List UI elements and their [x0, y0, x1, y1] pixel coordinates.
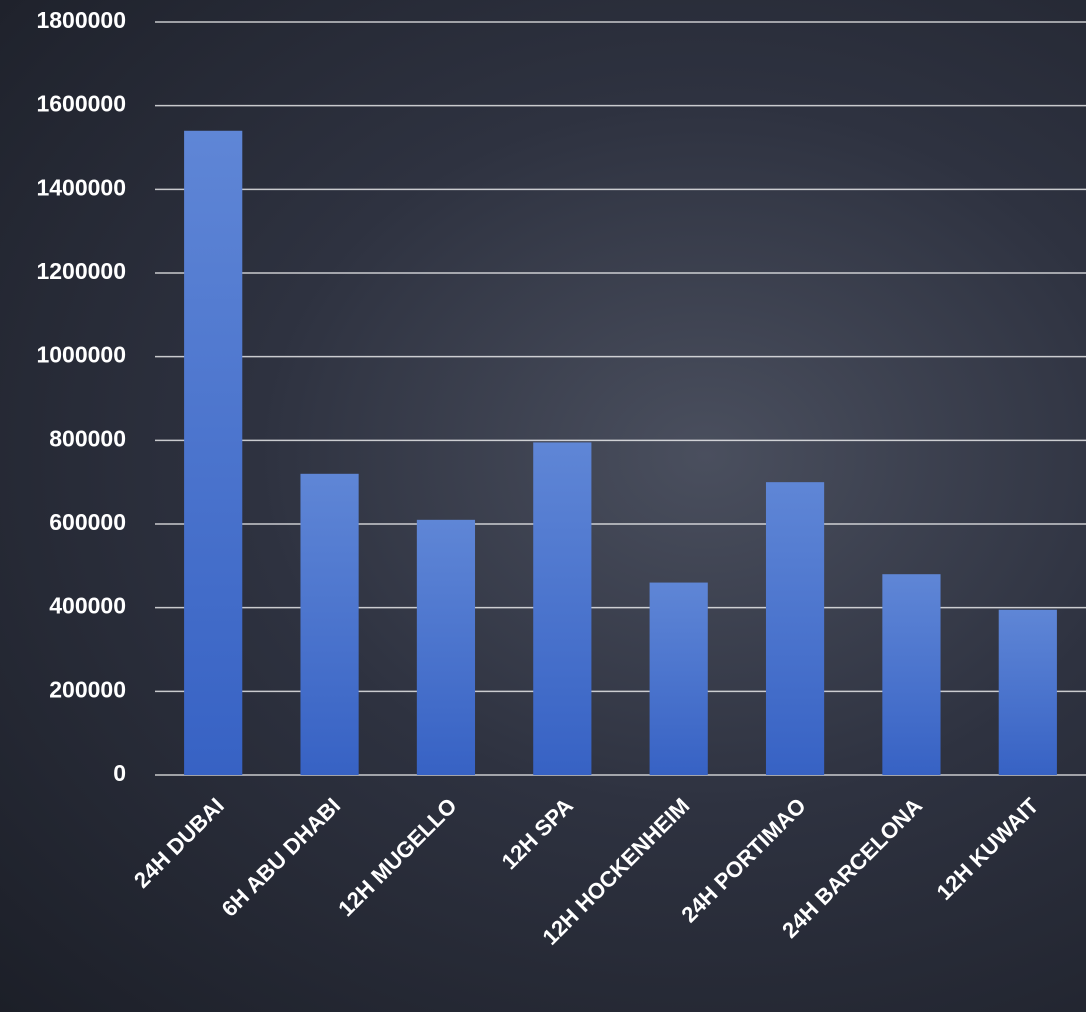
bar	[765, 482, 825, 775]
y-tick-label: 1000000	[36, 342, 126, 368]
bar	[416, 519, 476, 775]
bar	[882, 574, 941, 775]
bar	[533, 442, 592, 775]
bar	[998, 609, 1057, 775]
y-tick-label: 1600000	[36, 91, 126, 117]
y-tick-label: 1800000	[36, 7, 126, 33]
y-tick-label: 800000	[49, 425, 126, 451]
bar	[649, 582, 708, 775]
bar	[184, 130, 243, 775]
y-tick-label: 200000	[49, 676, 126, 702]
y-tick-label: 400000	[49, 593, 126, 619]
y-tick-label: 600000	[49, 509, 126, 535]
bar	[300, 473, 359, 775]
y-tick-label: 1200000	[36, 258, 126, 284]
y-tick-label: 0	[113, 760, 126, 786]
y-tick-label: 1400000	[36, 174, 126, 200]
